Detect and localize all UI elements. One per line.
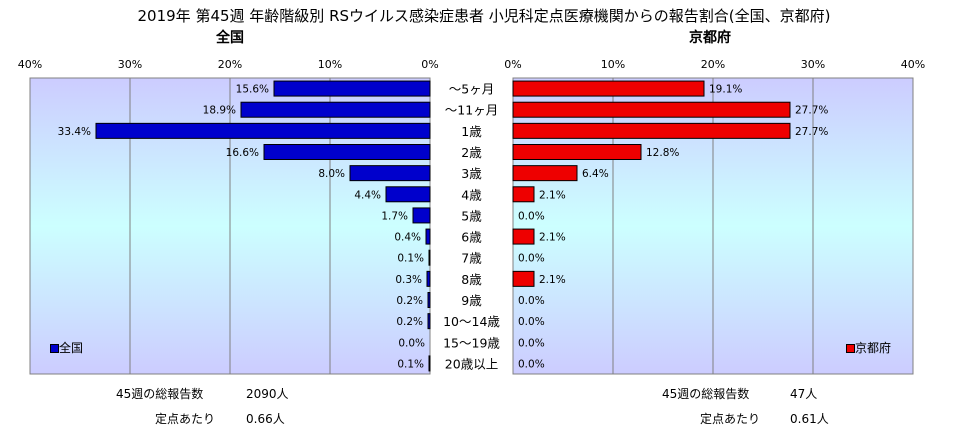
kyoto-value-label: 12.8%	[646, 147, 679, 159]
kyoto-bar	[512, 228, 535, 245]
kyoto-tick-label: 20%	[701, 58, 725, 71]
national-bar	[349, 165, 431, 182]
kyoto-legend: 京都府	[846, 339, 891, 356]
national-bar	[263, 144, 431, 160]
national-bar	[412, 207, 431, 224]
kyoto-value-label: 0.0%	[518, 337, 545, 349]
kyoto-legend-label: 京都府	[855, 341, 892, 355]
national-tick-label: 0%	[421, 58, 438, 71]
kyoto-value-label: 0.0%	[518, 210, 545, 222]
national-bar	[240, 101, 431, 118]
national-value-label: 33.4%	[58, 126, 91, 138]
national-bar	[426, 270, 431, 287]
category-label: 8歳	[461, 272, 482, 287]
kyoto-bar	[512, 122, 791, 139]
kyoto-legend-swatch	[846, 344, 855, 353]
category-label: 5歳	[461, 208, 482, 223]
national-value-label: 4.4%	[354, 189, 381, 201]
national-value-label: 8.0%	[318, 168, 345, 180]
kyoto-panel-title: 京都府	[689, 30, 731, 46]
national-value-label: 0.0%	[398, 337, 425, 349]
national-value-label: 0.4%	[394, 232, 421, 244]
kyoto-value-label: 27.7%	[795, 126, 828, 138]
kyoto-value-label: 6.4%	[582, 168, 609, 180]
category-label: 3歳	[461, 166, 482, 181]
kyoto-value-label: 0.0%	[518, 253, 545, 265]
national-value-label: 15.6%	[236, 84, 269, 96]
kyoto-per-site-label: 定点あたり	[700, 412, 761, 426]
category-label: 7歳	[461, 251, 482, 266]
category-label: 2歳	[461, 145, 482, 160]
category-label: 6歳	[461, 230, 482, 245]
kyoto-value-label: 19.1%	[709, 84, 742, 96]
kyoto-value-label: 27.7%	[795, 105, 828, 117]
national-bar	[427, 313, 431, 330]
national-value-label: 16.6%	[226, 147, 259, 159]
kyoto-value-label: 2.1%	[539, 274, 566, 286]
category-label: ～5ヶ月	[449, 82, 494, 97]
national-legend-swatch	[50, 344, 59, 353]
national-tick-label: 20%	[218, 58, 242, 71]
category-label: 1歳	[461, 124, 482, 139]
kyoto-tick-label: 40%	[901, 58, 925, 71]
kyoto-value-label: 0.0%	[518, 295, 545, 307]
category-label: 20歳以上	[445, 356, 498, 371]
national-bar	[427, 292, 431, 308]
national-per-site-value: 0.66人	[246, 412, 285, 426]
national-value-label: 1.7%	[381, 210, 408, 222]
kyoto-value-label: 0.0%	[518, 358, 545, 370]
national-tick-label: 10%	[318, 58, 342, 71]
national-total-value: 2090人	[246, 387, 289, 401]
national-value-label: 0.3%	[395, 274, 422, 286]
category-label: 4歳	[461, 187, 482, 202]
national-bar	[385, 186, 431, 203]
national-tick-label: 30%	[118, 58, 142, 71]
kyoto-bar	[512, 270, 535, 287]
kyoto-bar	[512, 144, 642, 160]
kyoto-per-site-value: 0.61人	[790, 412, 829, 426]
national-legend-label: 全国	[59, 341, 84, 355]
national-value-label: 0.1%	[397, 358, 424, 370]
national-value-label: 0.2%	[396, 316, 423, 328]
category-label: 10～14歳	[443, 314, 500, 329]
kyoto-bar	[512, 101, 791, 118]
kyoto-value-label: 0.0%	[518, 316, 545, 328]
kyoto-total-label: 45週の総報告数	[662, 387, 750, 401]
national-value-label: 0.1%	[397, 253, 424, 265]
kyoto-bar	[512, 186, 535, 203]
kyoto-value-label: 2.1%	[539, 189, 566, 201]
national-tick-label: 40%	[18, 58, 42, 71]
kyoto-bar	[512, 165, 578, 182]
national-bar	[428, 249, 431, 266]
category-label: 9歳	[461, 293, 482, 308]
kyoto-tick-label: 0%	[504, 58, 521, 71]
kyoto-value-label: 2.1%	[539, 232, 566, 244]
category-label: 15～19歳	[443, 335, 500, 350]
kyoto-tick-label: 30%	[801, 58, 825, 71]
national-legend: 全国	[50, 339, 83, 356]
kyoto-tick-label: 10%	[601, 58, 625, 71]
national-bar	[428, 355, 431, 372]
national-per-site-label: 定点あたり	[155, 412, 216, 426]
kyoto-bar	[512, 80, 705, 97]
national-panel-title: 全国	[216, 30, 244, 46]
national-bar	[95, 122, 431, 139]
national-bar	[425, 228, 431, 245]
kyoto-total-value: 47人	[790, 387, 818, 401]
national-total-label: 45週の総報告数	[116, 387, 204, 401]
category-label: ～11ヶ月	[445, 103, 498, 118]
national-bar	[273, 80, 431, 97]
chart-title: 2019年 第45週 年齢階級別 RSウイルス感染症患者 小児科定点医療機関から…	[137, 7, 831, 25]
national-value-label: 0.2%	[396, 295, 423, 307]
national-value-label: 18.9%	[203, 105, 236, 117]
